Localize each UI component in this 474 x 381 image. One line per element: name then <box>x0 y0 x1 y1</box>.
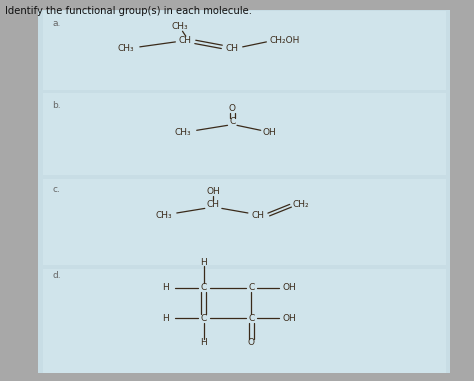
Bar <box>43 269 446 373</box>
Text: a.: a. <box>52 19 61 28</box>
Text: C: C <box>201 283 207 292</box>
Text: O: O <box>229 104 236 113</box>
Text: OH: OH <box>206 187 220 196</box>
Text: O: O <box>248 338 255 347</box>
Text: CH₃: CH₃ <box>174 128 191 137</box>
Text: C: C <box>229 117 236 126</box>
Text: H: H <box>163 314 169 323</box>
Text: CH₃: CH₃ <box>117 44 134 53</box>
Text: CH: CH <box>178 35 191 45</box>
Text: CH₂: CH₂ <box>292 200 310 210</box>
Text: CH: CH <box>226 44 239 53</box>
Text: Identify the functional group(s) in each molecule.: Identify the functional group(s) in each… <box>5 6 252 16</box>
Bar <box>43 179 446 265</box>
Text: C: C <box>201 314 207 323</box>
Text: OH: OH <box>282 314 296 323</box>
Text: OH: OH <box>282 283 296 292</box>
Text: CH: CH <box>207 200 220 210</box>
Text: c.: c. <box>52 185 60 194</box>
Text: C: C <box>248 314 255 323</box>
Text: H: H <box>201 338 207 347</box>
Text: CH₃: CH₃ <box>172 22 189 31</box>
Bar <box>43 11 446 90</box>
Text: H: H <box>201 258 207 267</box>
Bar <box>43 93 446 175</box>
Text: H: H <box>163 283 169 292</box>
Text: CH₂OH: CH₂OH <box>269 35 300 45</box>
Text: d.: d. <box>52 271 61 280</box>
Text: CH₃: CH₃ <box>155 211 172 220</box>
Bar <box>38 10 450 373</box>
Text: b.: b. <box>52 101 61 110</box>
Text: CH: CH <box>252 211 265 220</box>
Text: C: C <box>248 283 255 292</box>
Text: OH: OH <box>262 128 276 137</box>
